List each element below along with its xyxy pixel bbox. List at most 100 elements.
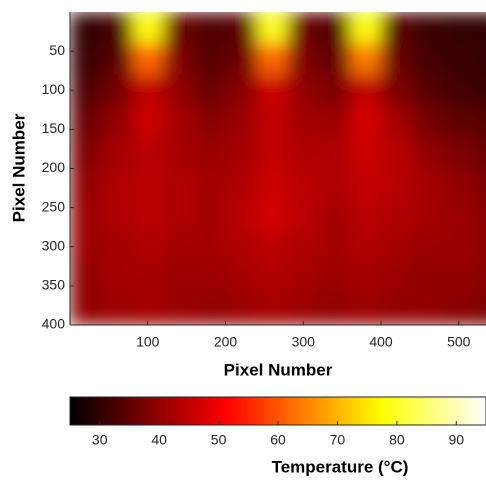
heatmap-cell: [443, 293, 475, 325]
y-tick-label: 350: [42, 277, 66, 293]
heatmap-cell: [70, 43, 102, 76]
colorbar-step: [330, 397, 333, 425]
colorbar-step: [100, 397, 103, 425]
colorbar-step: [216, 397, 219, 425]
heatmap-cell: [194, 262, 227, 295]
heatmap-cell: [474, 74, 486, 107]
colorbar-step: [116, 397, 119, 425]
heatmap-cell: [194, 293, 227, 325]
colorbar-step: [108, 397, 111, 425]
heatmap-cell: [287, 231, 320, 263]
heatmap-cell: [287, 262, 320, 295]
colorbar-step: [462, 397, 465, 425]
colorbar-step: [344, 397, 347, 425]
heatmap-cell: [443, 199, 475, 232]
colorbar-step: [452, 397, 455, 425]
colorbar-step: [318, 397, 321, 425]
colorbar-step: [196, 397, 199, 425]
colorbar-step: [180, 397, 183, 425]
heatmap-cell: [132, 74, 164, 107]
colorbar-step: [342, 397, 345, 425]
colorbar-tick-label: 50: [211, 432, 227, 448]
colorbar-step: [230, 397, 233, 425]
colorbar-step: [106, 397, 109, 425]
colorbar-step: [268, 397, 271, 425]
heatmap-cell: [349, 231, 382, 263]
colorbar-step: [110, 397, 113, 425]
colorbar-step: [380, 397, 383, 425]
colorbar-step: [250, 397, 253, 425]
heatmap-cell: [256, 199, 289, 232]
colorbar-step: [156, 397, 159, 425]
colorbar-step: [354, 397, 357, 425]
colorbar-step: [192, 397, 195, 425]
colorbar-step: [172, 397, 175, 425]
colorbar-step: [284, 397, 287, 425]
heatmap-cell: [443, 168, 475, 201]
colorbar-step: [258, 397, 261, 425]
heatmap-cell: [474, 137, 486, 169]
heatmap-cell: [287, 43, 320, 76]
colorbar-tick-label: 70: [330, 432, 346, 448]
colorbar-step: [426, 397, 429, 425]
colorbar-step: [118, 397, 121, 425]
colorbar-step: [164, 397, 167, 425]
colorbar-step: [226, 397, 229, 425]
colorbar-step: [442, 397, 445, 425]
x-tick-label: 200: [214, 334, 238, 350]
heatmap-cell: [70, 231, 102, 263]
colorbar-step: [248, 397, 251, 425]
heatmap-cell: [381, 74, 413, 107]
colorbar-step: [376, 397, 379, 425]
colorbar-step: [130, 397, 133, 425]
colorbar-step: [398, 397, 401, 425]
heatmap-cell: [163, 74, 195, 107]
colorbar-step: [298, 397, 301, 425]
heatmap-cell: [132, 231, 164, 263]
colorbar-step: [278, 397, 281, 425]
colorbar-step: [272, 397, 275, 425]
colorbar-step: [436, 397, 439, 425]
colorbar-step: [474, 397, 477, 425]
y-tick-label: 50: [49, 42, 65, 58]
heatmap-cell: [412, 74, 444, 107]
colorbar-step: [222, 397, 225, 425]
heatmap-cell: [474, 293, 486, 325]
heatmap-cell: [163, 262, 195, 295]
colorbar-step: [190, 397, 193, 425]
colorbar-step: [310, 397, 313, 425]
heatmap-cell: [225, 231, 258, 263]
heatmap-cell: [318, 168, 351, 201]
heatmap-cell: [101, 105, 133, 138]
colorbar-step: [312, 397, 315, 425]
colorbar-step: [306, 397, 309, 425]
colorbar-step: [152, 397, 155, 425]
y-tick-label: 300: [42, 237, 66, 253]
colorbar: 30 40 50 60 70 80 90: [69, 396, 486, 448]
colorbar-step: [484, 397, 486, 425]
heatmap-cell: [194, 12, 227, 44]
colorbar-step: [80, 397, 83, 425]
heatmap-cell: [318, 12, 351, 44]
y-tick-label: 250: [42, 198, 66, 214]
heatmap-cell: [163, 199, 195, 232]
heatmap-cell: [70, 293, 102, 325]
colorbar-step: [358, 397, 361, 425]
heatmap-cell: [287, 74, 320, 107]
colorbar-step: [480, 397, 483, 425]
colorbar-step: [396, 397, 399, 425]
colorbar-step: [440, 397, 443, 425]
colorbar-step: [450, 397, 453, 425]
colorbar-step: [176, 397, 179, 425]
colorbar-step: [324, 397, 327, 425]
colorbar-step: [218, 397, 221, 425]
colorbar-step: [212, 397, 215, 425]
colorbar-step: [252, 397, 255, 425]
colorbar-step: [266, 397, 269, 425]
colorbar-step: [360, 397, 363, 425]
heatmap-cell: [381, 137, 413, 169]
heatmap-cell: [225, 74, 258, 107]
heatmap-cell: [256, 262, 289, 295]
colorbar-step: [350, 397, 353, 425]
colorbar-step: [346, 397, 349, 425]
